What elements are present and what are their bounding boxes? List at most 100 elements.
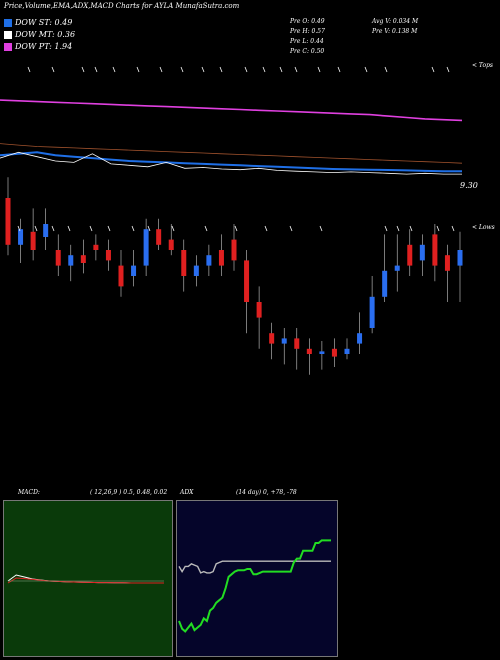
candle-body	[244, 260, 250, 302]
candle-body	[269, 333, 275, 344]
candle-body	[68, 255, 74, 266]
low-marker	[289, 225, 293, 232]
ema-white-line	[0, 151, 462, 175]
candle-body	[93, 244, 99, 250]
top-marker	[81, 66, 85, 73]
low-marker	[396, 225, 400, 232]
low-marker	[204, 225, 208, 232]
price-charts	[0, 66, 463, 375]
top-marker	[136, 66, 140, 73]
candle-body	[131, 265, 137, 276]
candle-body	[357, 333, 363, 344]
adx-line	[178, 560, 331, 574]
top-marker	[201, 66, 205, 73]
top-marker	[219, 66, 223, 73]
candle-body	[18, 229, 24, 245]
low-marker	[171, 225, 175, 232]
stat-prev-low: Pre L: 0.44	[290, 38, 324, 45]
top-markers	[27, 66, 450, 73]
candle-body	[143, 229, 149, 266]
legend-label-pt: DOW PT: 1.94	[15, 42, 73, 51]
top-marker	[446, 66, 450, 73]
candle-body	[256, 302, 262, 318]
candle-body	[407, 244, 413, 266]
candle-body	[344, 348, 350, 354]
legend-item-pt: DOW PT: 1.94	[4, 42, 204, 52]
top-marker	[364, 66, 368, 73]
candle-body	[55, 250, 61, 266]
low-marker	[409, 225, 413, 232]
tops-label: < Tops	[472, 62, 494, 69]
candle-body	[306, 348, 312, 354]
candle-body	[168, 239, 174, 250]
low-marker	[131, 225, 135, 232]
low-marker	[34, 225, 38, 232]
low-marker	[436, 225, 440, 232]
top-marker	[94, 66, 98, 73]
lows-label: < Lows	[472, 224, 495, 231]
top-marker	[27, 66, 31, 73]
adx-chart	[178, 539, 331, 633]
top-marker	[279, 66, 283, 73]
top-marker	[51, 66, 55, 73]
top-marker	[294, 66, 298, 73]
chart-title: Price,Volume,EMA,ADX,MACD Charts for AYL…	[4, 2, 240, 10]
candle-body	[394, 265, 400, 271]
adx-label: ADX	[180, 489, 194, 496]
ema-blue-line	[0, 151, 462, 173]
legend-swatch-pt	[4, 43, 12, 51]
legend-label-mt: DOW MT: 0.36	[15, 30, 76, 39]
candle-body	[231, 239, 237, 261]
low-marker	[451, 225, 455, 232]
stat-prev-close: Pre C: 0.50	[290, 48, 325, 55]
candle-body	[294, 338, 300, 349]
macd-label: MACD:	[18, 489, 40, 496]
legend-label-st: DOW ST: 0.49	[15, 18, 73, 27]
top-marker	[384, 66, 388, 73]
stat-prev-high: Pre H: 0.57	[290, 28, 325, 35]
candle-body	[419, 244, 425, 261]
top-marker	[180, 66, 184, 73]
low-marker	[319, 225, 323, 232]
legend-item-mt: DOW MT: 0.36	[4, 30, 204, 40]
adx-params: (14 day) 0, +78, -78	[236, 489, 297, 496]
candle-body	[281, 338, 287, 344]
candle-body	[5, 198, 11, 245]
top-marker	[244, 66, 248, 73]
stat-prev-volume: Pre V: 0.138 M	[372, 28, 418, 35]
candle-body	[43, 224, 49, 237]
stat-prev-open: Pre O: 0.49	[290, 18, 325, 25]
low-marker	[51, 225, 55, 232]
candle-body	[382, 270, 388, 297]
candle-body	[457, 250, 463, 266]
legend-swatch-st	[4, 19, 12, 27]
candle-body	[331, 348, 337, 357]
low-marker	[17, 225, 21, 232]
macd-panel	[3, 500, 173, 657]
candle-body	[444, 255, 450, 271]
low-marker	[384, 225, 388, 232]
price-tag: 9.30	[460, 181, 478, 190]
macd-params: ( 12,26,9 ) 0.5, 0.48, 0.02	[90, 489, 168, 496]
low-marker	[89, 225, 93, 232]
candlesticks	[5, 177, 463, 375]
top-marker	[337, 66, 341, 73]
candle-body	[30, 231, 36, 250]
candle-body	[193, 265, 199, 276]
macd-chart	[7, 574, 164, 584]
top-marker	[431, 66, 435, 73]
top-marker	[317, 66, 321, 73]
ema-lines	[0, 99, 463, 175]
adx-panel	[176, 500, 338, 657]
top-marker	[159, 66, 163, 73]
candle-body	[105, 250, 111, 261]
low-marker	[107, 225, 111, 232]
candle-body	[80, 255, 86, 263]
legend-item-st: DOW ST: 0.49	[4, 18, 204, 28]
ema-brown-line	[0, 143, 463, 164]
low-marker	[264, 225, 268, 232]
candle-body	[118, 265, 124, 287]
stat-avg-volume: Avg V: 0.034 M	[372, 18, 419, 25]
candle-body	[181, 250, 187, 276]
low-marker	[234, 225, 238, 232]
